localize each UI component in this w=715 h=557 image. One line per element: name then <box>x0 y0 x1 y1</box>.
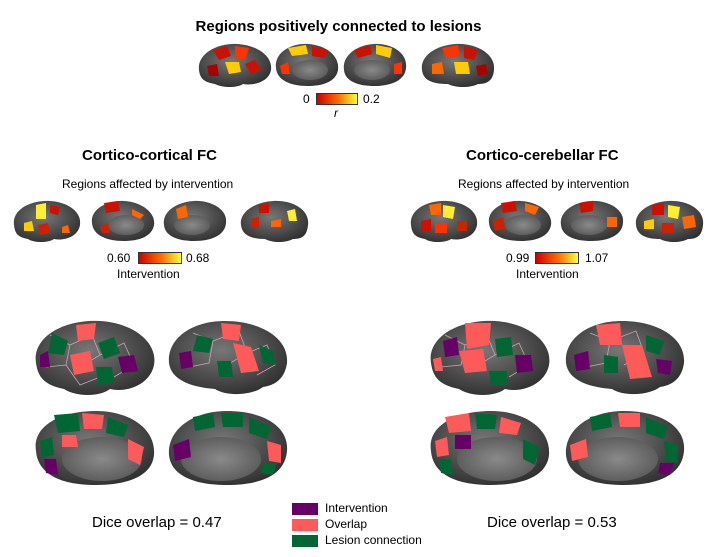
left-large-brain-lateral-left <box>35 320 155 395</box>
top-brain-lateral-right <box>421 43 495 87</box>
legend-swatch-lesion-connection <box>292 535 318 547</box>
legend-swatch-intervention <box>292 503 318 515</box>
left-colorbar-label: Intervention <box>117 267 180 281</box>
left-small-brain-lateral-right <box>240 200 309 242</box>
top-colorbar-label: r <box>334 106 338 120</box>
left-dice-overlap: Dice overlap = 0.47 <box>92 514 222 531</box>
legend-label-overlap: Overlap <box>325 517 368 531</box>
legend-label-intervention: Intervention <box>325 501 388 515</box>
top-brain-medial-right <box>343 43 407 86</box>
left-title: Cortico-cortical FC <box>82 147 218 164</box>
right-small-brain-lateral-left <box>410 200 478 242</box>
right-colorbar-min: 0.99 <box>506 251 530 265</box>
right-dice-overlap: Dice overlap = 0.53 <box>487 514 617 531</box>
left-small-brain-lateral-left <box>13 200 81 242</box>
right-colorbar <box>535 252 579 264</box>
right-large-brain-medial-right <box>565 411 685 485</box>
right-title: Cortico-cerebellar FC <box>466 147 619 164</box>
top-colorbar-max: 0.2 <box>363 92 380 106</box>
left-colorbar-max: 0.68 <box>186 251 210 265</box>
left-subtitle: Regions affected by intervention <box>62 177 234 191</box>
legend-swatch-overlap <box>292 519 318 531</box>
right-large-brain-lateral-left <box>430 320 550 395</box>
left-small-brain-medial-left <box>91 200 155 241</box>
right-small-brain-medial-right <box>560 200 624 241</box>
top-colorbar-min: 0 <box>303 92 310 106</box>
top-brain-medial-left <box>275 43 339 86</box>
legend-label-lesion-connection: Lesion connection <box>325 533 422 547</box>
right-large-brain-lateral-right <box>565 321 685 395</box>
right-colorbar-label: Intervention <box>516 267 579 281</box>
right-large-brain-medial-left <box>430 411 550 485</box>
left-large-brain-medial-right <box>168 411 288 485</box>
top-title: Regions positively connected to lesions <box>195 18 482 35</box>
right-small-brain-medial-left <box>488 200 552 241</box>
right-subtitle: Regions affected by intervention <box>458 177 630 191</box>
top-brain-lateral-left <box>198 43 272 87</box>
left-colorbar <box>138 252 182 264</box>
left-colorbar-min: 0.60 <box>107 251 131 265</box>
left-large-brain-medial-left <box>35 411 155 485</box>
left-large-brain-lateral-right <box>168 321 288 395</box>
right-colorbar-max: 1.07 <box>585 251 609 265</box>
right-small-brain-lateral-right <box>635 200 704 242</box>
left-small-brain-medial-right <box>163 200 227 241</box>
top-colorbar <box>316 93 358 105</box>
